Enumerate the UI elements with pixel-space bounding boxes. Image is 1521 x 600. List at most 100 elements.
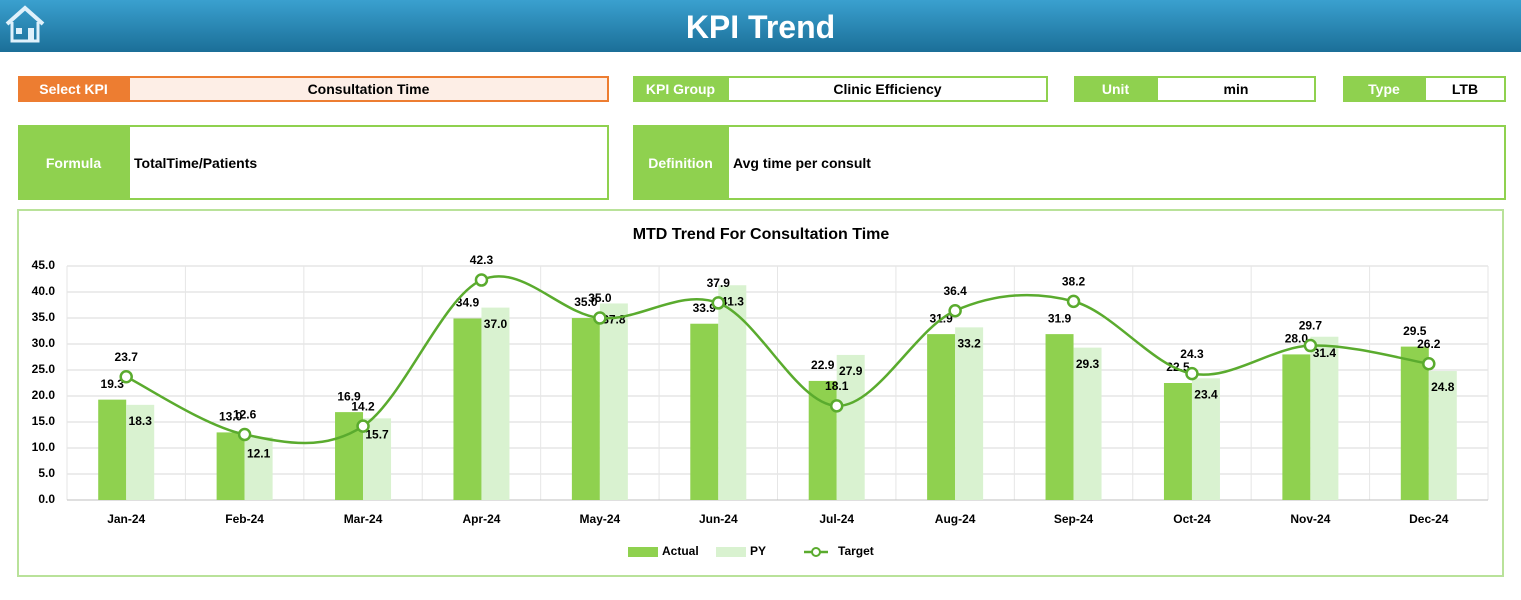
x-tick-label: Feb-24 xyxy=(225,512,264,526)
chart-title: MTD Trend For Consultation Time xyxy=(633,226,890,243)
data-label: 15.7 xyxy=(365,428,389,442)
field-label: Select KPI xyxy=(18,76,129,102)
data-label: 33.2 xyxy=(957,337,981,351)
y-tick-label: 10.0 xyxy=(32,440,56,454)
data-label: 42.3 xyxy=(470,253,494,267)
chart-frame xyxy=(17,209,1504,577)
field-value[interactable]: Consultation Time xyxy=(128,76,609,102)
x-tick-label: Jan-24 xyxy=(107,512,145,526)
data-label: 12.1 xyxy=(247,446,271,460)
line-marker xyxy=(948,303,962,318)
data-label: 23.4 xyxy=(1194,387,1218,401)
data-label: 29.3 xyxy=(1076,357,1100,371)
y-tick-label: 0.0 xyxy=(38,492,55,506)
x-tick-label: Sep-24 xyxy=(1054,512,1094,526)
x-tick-label: May-24 xyxy=(580,512,621,526)
y-tick-label: 15.0 xyxy=(32,414,56,428)
data-label: 24.3 xyxy=(1180,347,1204,361)
bar xyxy=(571,318,600,500)
field-label: Definition xyxy=(633,125,728,200)
bar xyxy=(955,327,984,500)
data-label: 36.4 xyxy=(943,284,967,298)
data-label: 19.3 xyxy=(101,377,125,391)
bar xyxy=(1073,347,1102,500)
y-tick-label: 45.0 xyxy=(32,258,56,272)
y-tick-label: 30.0 xyxy=(32,336,56,350)
x-tick-label: Jun-24 xyxy=(699,512,738,526)
bar xyxy=(98,399,127,500)
x-tick-label: Aug-24 xyxy=(935,512,976,526)
legend-label: PY xyxy=(750,544,766,558)
line-marker xyxy=(1185,366,1199,381)
data-label: 35.0 xyxy=(588,291,612,305)
legend-swatch xyxy=(716,547,746,557)
x-tick-label: Dec-24 xyxy=(1409,512,1449,526)
data-label: 31.4 xyxy=(1313,346,1337,360)
data-label: 31.9 xyxy=(1048,311,1072,325)
line-marker xyxy=(1422,357,1436,371)
page-title: KPI Trend xyxy=(0,0,1521,52)
line-marker xyxy=(593,311,607,325)
x-tick-label: Apr-24 xyxy=(462,512,500,526)
y-tick-label: 5.0 xyxy=(38,466,55,480)
bar xyxy=(244,437,273,500)
data-label: 29.7 xyxy=(1299,319,1323,333)
data-label: 37.0 xyxy=(484,317,508,331)
bar xyxy=(216,432,245,500)
data-label: 28.0 xyxy=(1285,332,1309,346)
line-marker xyxy=(119,370,133,384)
bar xyxy=(126,404,155,500)
field-value: min xyxy=(1156,76,1316,102)
data-label: 23.7 xyxy=(115,350,139,364)
data-label: 14.2 xyxy=(351,399,375,413)
legend-label: Target xyxy=(838,544,874,558)
x-tick-label: Oct-24 xyxy=(1173,512,1211,526)
legend-swatch xyxy=(811,547,821,557)
data-label: 18.1 xyxy=(825,379,849,393)
field-label: KPI Group xyxy=(633,76,728,102)
data-label: 22.9 xyxy=(811,358,835,372)
x-tick-label: Nov-24 xyxy=(1290,512,1330,526)
data-label: 13.0 xyxy=(219,410,243,424)
line-marker xyxy=(1066,294,1081,309)
bar xyxy=(1400,346,1429,500)
bar xyxy=(836,354,865,500)
data-label: 41.3 xyxy=(721,294,745,308)
bar xyxy=(1045,334,1074,500)
field-label: Unit xyxy=(1074,76,1157,102)
data-label: 26.2 xyxy=(1417,337,1441,351)
line-marker xyxy=(711,296,726,310)
field-label: Type xyxy=(1343,76,1425,102)
bar xyxy=(690,323,719,500)
data-label: 37.9 xyxy=(707,276,731,290)
bar xyxy=(1282,354,1311,500)
legend-swatch xyxy=(628,547,658,557)
field-label: Formula xyxy=(18,125,129,200)
bar xyxy=(599,303,628,500)
field-value: LTB xyxy=(1424,76,1506,102)
data-label: 35.0 xyxy=(574,295,598,309)
bar xyxy=(808,380,837,500)
bar xyxy=(1310,336,1339,500)
y-tick-label: 40.0 xyxy=(32,284,56,298)
home-icon[interactable] xyxy=(4,4,46,44)
data-label: 24.8 xyxy=(1431,380,1455,394)
legend-label: Actual xyxy=(662,544,699,558)
data-label: 18.3 xyxy=(129,414,153,428)
bar xyxy=(1428,371,1457,500)
line-marker xyxy=(829,399,844,413)
bar xyxy=(481,307,510,500)
bar xyxy=(453,318,482,500)
line-marker xyxy=(237,427,252,442)
bar xyxy=(718,285,747,500)
bar xyxy=(363,418,392,500)
data-label: 38.2 xyxy=(1062,275,1086,289)
y-tick-label: 35.0 xyxy=(32,310,56,324)
x-tick-label: Mar-24 xyxy=(344,512,383,526)
field-value: Clinic Efficiency xyxy=(727,76,1048,102)
field-value: TotalTime/Patients xyxy=(128,125,609,200)
bar xyxy=(1163,383,1192,500)
bar xyxy=(1191,378,1220,500)
